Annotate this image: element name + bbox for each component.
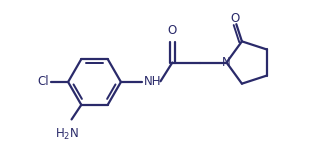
Text: NH: NH xyxy=(144,76,161,89)
Text: O: O xyxy=(230,12,239,25)
Text: H$_2$N: H$_2$N xyxy=(55,127,79,142)
Text: O: O xyxy=(168,24,177,38)
Text: Cl: Cl xyxy=(37,76,49,89)
Text: N: N xyxy=(222,56,231,69)
